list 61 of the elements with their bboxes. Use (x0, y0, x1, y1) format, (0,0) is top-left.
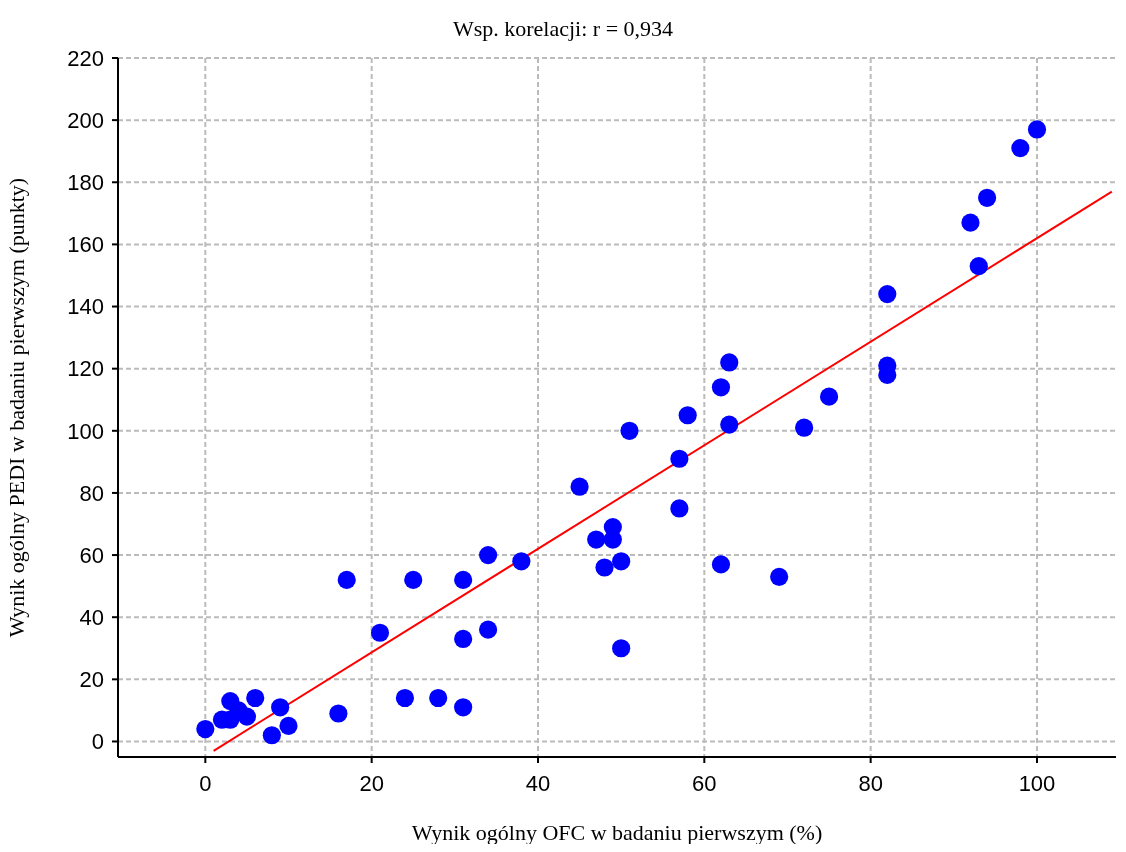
point (454, 698, 473, 717)
x-axis-title: Wynik ogólny OFC w badaniu pierwszym (%) (411, 820, 823, 845)
x-tick-label: 100 (1018, 770, 1056, 796)
point (337, 570, 356, 589)
point (770, 567, 789, 586)
x-tick-label: 40 (525, 770, 551, 796)
point (670, 449, 689, 468)
y-tick-label: 160 (67, 232, 104, 258)
point (595, 558, 614, 577)
point (262, 726, 281, 745)
point (620, 421, 639, 440)
point (587, 530, 606, 549)
y-tick-label: 220 (67, 45, 104, 71)
point (404, 570, 423, 589)
point (279, 716, 298, 736)
point (454, 629, 473, 649)
y-tick-label: 200 (67, 107, 104, 133)
point (670, 499, 689, 518)
y-tick-label: 100 (67, 418, 104, 444)
point (612, 552, 631, 571)
point (1027, 120, 1047, 139)
point (246, 688, 265, 708)
point (1011, 139, 1030, 158)
point (370, 623, 390, 642)
point (711, 378, 731, 397)
point (329, 704, 348, 723)
point (570, 477, 589, 496)
x-tick-label: 80 (858, 770, 883, 796)
y-axis-title: Wynik ogólny PEDI w badaniu pierwszym (punkty) (3, 177, 29, 638)
point (678, 406, 697, 425)
point (961, 213, 980, 232)
point (271, 698, 290, 717)
y-tick-label: 180 (67, 170, 104, 196)
point (429, 688, 448, 708)
point (878, 285, 897, 304)
point (196, 719, 215, 739)
x-tick-label: 20 (359, 770, 384, 796)
x-tick-label: 0 (199, 770, 212, 796)
point (454, 570, 473, 589)
y-tick-label: 40 (79, 605, 104, 631)
point (819, 387, 839, 406)
y-tick-label: 60 (79, 542, 104, 568)
point (711, 555, 731, 574)
y-tick-label: 120 (67, 356, 104, 382)
point (612, 639, 631, 658)
chart-title: Wsp. korelacji: r = 0,934 (451, 16, 675, 42)
point (977, 188, 997, 207)
x-tick-label: 60 (692, 770, 717, 796)
y-tick-label: 80 (79, 480, 104, 506)
point (512, 552, 531, 571)
point (720, 353, 739, 372)
point (795, 418, 814, 437)
point (478, 620, 498, 639)
point (720, 415, 739, 434)
point (969, 257, 988, 276)
y-tick-label: 0 (91, 729, 104, 755)
point (237, 707, 257, 726)
y-tick-label: 140 (67, 294, 104, 320)
point (478, 545, 498, 565)
point (395, 688, 415, 708)
y-tick-label: 20 (79, 667, 104, 693)
